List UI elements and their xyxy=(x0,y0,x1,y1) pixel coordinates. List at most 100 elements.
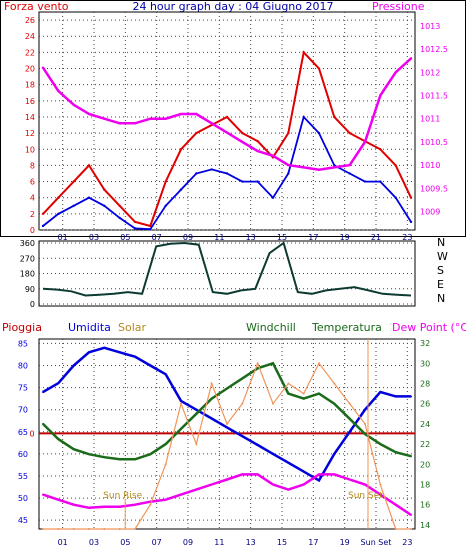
y-left-tick-label: 60 xyxy=(18,450,28,459)
series-point-3 xyxy=(302,392,305,395)
series-point-1 xyxy=(103,456,106,459)
series-group xyxy=(42,241,412,297)
series-point-2 xyxy=(348,478,351,481)
legend-label: Umidita xyxy=(68,321,111,334)
y-left-tick-label: 75 xyxy=(18,384,28,393)
x-tick-label: 15 xyxy=(277,233,287,242)
series-point-1 xyxy=(164,443,167,446)
series-point-1 xyxy=(348,417,351,420)
y-left-tick-label: 55 xyxy=(18,472,28,481)
y-right-tick-label: 1009 xyxy=(420,207,440,216)
series-point-2 xyxy=(180,493,182,496)
wind-direction-line xyxy=(42,241,412,297)
grid xyxy=(39,12,415,231)
series-point-2 xyxy=(333,166,336,169)
series-point-1 xyxy=(271,196,275,199)
grid xyxy=(39,242,415,305)
series-point-2 xyxy=(302,166,305,169)
x-tick-label: 11 xyxy=(214,538,224,547)
series-point-2 xyxy=(133,122,137,125)
series-point-3 xyxy=(394,528,397,530)
series-point-0 xyxy=(72,180,75,183)
series-point-1 xyxy=(72,204,75,207)
series-point-2 xyxy=(179,112,183,116)
series-point-0 xyxy=(287,461,290,464)
series-point-3 xyxy=(272,402,274,405)
series-point-0 xyxy=(394,395,397,398)
legend-label: Windchill xyxy=(246,321,296,334)
compass-label: N xyxy=(437,292,445,305)
plot-area-1 xyxy=(38,11,416,231)
series-point-3 xyxy=(226,422,228,425)
series-point-1 xyxy=(88,453,90,456)
series-point-0 xyxy=(41,212,45,216)
series-point-1 xyxy=(195,172,198,175)
series-point-0 xyxy=(164,180,167,183)
series-point-1 xyxy=(149,227,152,231)
series-point-2 xyxy=(134,503,136,506)
y-right-tick-label: 18 xyxy=(420,481,430,490)
series-group xyxy=(42,346,412,530)
series-point-0 xyxy=(379,391,382,394)
series-point-2 xyxy=(72,103,75,106)
x-tick-label: 01 xyxy=(58,233,68,242)
y-right-tick-label: 28 xyxy=(420,379,430,388)
series-point-1 xyxy=(272,362,274,365)
series-point-0 xyxy=(134,355,136,358)
x-tick-label: 17 xyxy=(308,233,318,242)
legend-label: Pioggia xyxy=(2,321,42,334)
series-point-0 xyxy=(379,148,382,151)
series-point-2 xyxy=(409,57,413,60)
x-tick-label: 13 xyxy=(246,538,256,547)
series-point-0 xyxy=(364,408,366,411)
series-point-0 xyxy=(195,408,198,411)
series-point-3 xyxy=(118,528,121,530)
series-point-1 xyxy=(210,168,213,171)
x-tick-label: 05 xyxy=(120,538,130,547)
series-point-2 xyxy=(363,140,367,144)
series-point-2 xyxy=(103,117,106,120)
series-point-0 xyxy=(195,131,198,135)
y-left-tick-label: 20 xyxy=(25,65,35,74)
series-point-0 xyxy=(57,196,60,199)
series-point-1 xyxy=(41,224,45,228)
y-right-tick-label: 1013 xyxy=(420,22,440,31)
series-point-0 xyxy=(348,131,351,135)
series-point-1 xyxy=(164,204,167,207)
series-point-2 xyxy=(317,168,321,171)
series-point-3 xyxy=(180,402,182,405)
series-point-1 xyxy=(256,367,259,370)
series-point-0 xyxy=(410,395,412,398)
series-point-2 xyxy=(272,483,274,486)
x-tick-label: 15 xyxy=(277,538,287,547)
y-right-tick-label: 14 xyxy=(420,521,430,530)
series-point-0 xyxy=(72,364,75,367)
series-point-0 xyxy=(394,164,397,167)
series-point-2 xyxy=(410,513,412,516)
series-point-1 xyxy=(379,180,382,183)
y-right-tick-label: 22 xyxy=(420,440,430,449)
series-point-0 xyxy=(225,115,229,119)
series-point-2 xyxy=(149,117,152,120)
series-point-3 xyxy=(88,528,90,530)
series-point-2 xyxy=(333,473,336,476)
y-tick-label: 270 xyxy=(20,254,35,263)
series-point-3 xyxy=(379,483,382,486)
series-point-1 xyxy=(256,180,259,183)
series-point-1 xyxy=(195,412,198,415)
series-point-0 xyxy=(272,452,274,455)
series-point-0 xyxy=(256,139,259,143)
series-point-1 xyxy=(149,453,152,456)
x-tick-label: 17 xyxy=(308,538,318,547)
series-point-1 xyxy=(179,188,183,191)
right-axis-label: Pressione xyxy=(372,0,425,13)
series-point-1 xyxy=(317,131,321,135)
series-point-2 xyxy=(87,112,91,116)
series-point-2 xyxy=(41,66,45,69)
y-left-tick-label: 8 xyxy=(30,161,35,170)
y-left-tick-label: 70 xyxy=(18,406,28,415)
annotations: Sun Rise Sun Set xyxy=(103,339,383,529)
series-point-0 xyxy=(226,426,228,429)
